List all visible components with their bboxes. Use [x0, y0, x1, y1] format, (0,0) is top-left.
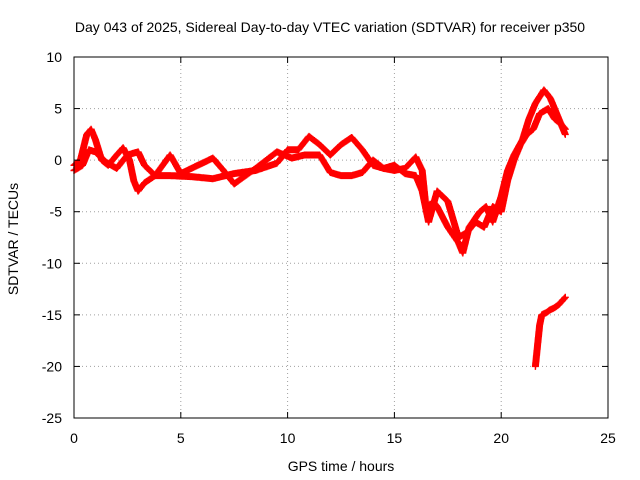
y-tick-label: -5: [50, 204, 63, 220]
y-tick-label: -15: [42, 307, 62, 323]
x-axis-label: GPS time / hours: [288, 458, 395, 474]
axis-ticks: [73, 56, 609, 419]
data-markers: [70, 86, 569, 257]
grid-lines: [74, 57, 608, 418]
x-tick-label: 5: [177, 430, 185, 446]
y-tick-label: 0: [54, 152, 62, 168]
y-tick-label: -25: [42, 410, 62, 426]
y-tick-label: 5: [54, 101, 62, 117]
y-tick-label: 10: [46, 49, 62, 65]
data-markers: [531, 293, 569, 370]
series-sdtvar-main-band-a: [70, 86, 569, 257]
plot-frame: [73, 56, 609, 419]
x-tick-label: 15: [387, 430, 403, 446]
y-tick-label: -20: [42, 358, 62, 374]
y-tick-label: -10: [42, 255, 62, 271]
x-tick-label: 25: [600, 430, 616, 446]
data-series: [70, 86, 569, 370]
chart-title: Day 043 of 2025, Sidereal Day-to-day VTE…: [75, 19, 585, 35]
tick-labels: 0 5 10 15 20 25 10 5 0 -5 -10 -15 -20 -25: [42, 49, 616, 446]
x-tick-label: 10: [280, 430, 296, 446]
x-tick-label: 20: [493, 430, 509, 446]
x-tick-label: 0: [70, 430, 78, 446]
y-axis-label: SDTVAR / TECUs: [5, 183, 21, 295]
series-sdtvar-late-segment: [531, 293, 569, 370]
